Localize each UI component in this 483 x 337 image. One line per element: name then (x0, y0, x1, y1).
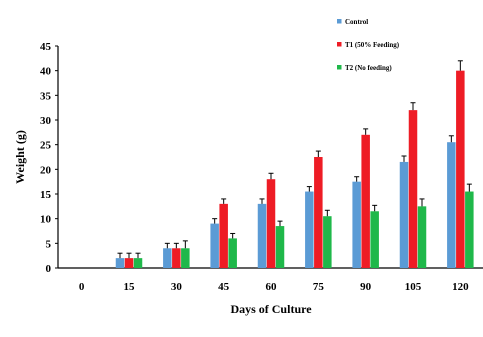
bar-t2-no-feeding-60 (275, 226, 285, 268)
bar-t1-50-feeding-75 (314, 157, 323, 268)
bar-control-90 (352, 181, 361, 268)
legend-swatch (337, 19, 342, 24)
bar-t2-no-feeding-30 (181, 248, 190, 268)
y-tick-label: 40 (40, 66, 52, 78)
legend-label: Control (345, 18, 368, 26)
y-axis-title: Weight (g) (13, 130, 27, 184)
bar-t1-50-feeding-90 (361, 134, 370, 268)
x-tick-label: 15 (124, 281, 136, 293)
x-tick-label: 60 (266, 281, 278, 293)
legend-swatch (337, 42, 342, 47)
legend-item: T1 (50% Feeding) (337, 41, 400, 49)
y-tick-label: 30 (40, 115, 52, 127)
bar-control-45 (210, 223, 219, 268)
y-tick-labels: 0 5 10 15 20 25 30 35 40 45 (40, 41, 52, 275)
legend-label: T1 (50% Feeding) (345, 41, 400, 49)
legend: Control T1 (50% Feeding) T2 (No feeding) (337, 18, 400, 72)
bar-control-30 (163, 248, 172, 268)
y-tick-label: 35 (40, 90, 52, 102)
bar-t2-no-feeding-120 (465, 191, 474, 268)
bars (115, 70, 474, 269)
y-tick-label: 5 (46, 238, 52, 250)
y-tick-label: 25 (40, 140, 52, 152)
bar-t2-no-feeding-45 (228, 238, 237, 268)
x-tick-label: 120 (452, 281, 469, 293)
x-tick-label: 30 (171, 281, 183, 293)
x-tick-label: 45 (218, 281, 230, 293)
y-tick-label: 0 (46, 263, 52, 275)
bar-t1-50-feeding-45 (219, 203, 228, 268)
x-tick-label: 105 (405, 281, 422, 293)
y-tick-label: 20 (40, 164, 52, 176)
bar-control-120 (447, 142, 456, 268)
bar-control-75 (305, 191, 314, 268)
x-tick-labels: 0 15 30 45 60 75 90 105 120 (79, 281, 469, 293)
bar-t2-no-feeding-90 (370, 211, 379, 268)
bar-t2-no-feeding-105 (417, 206, 427, 268)
bar-t1-50-feeding-30 (172, 248, 181, 268)
legend-swatch (337, 65, 342, 70)
y-tick-label: 15 (40, 189, 52, 201)
bar-t2-no-feeding-15 (133, 258, 143, 268)
legend-item: T2 (No feeding) (337, 64, 392, 72)
x-axis-title: Days of Culture (230, 302, 312, 316)
bar-t1-50-feeding-105 (408, 110, 418, 268)
bar-control-60 (257, 203, 267, 268)
legend-label: T2 (No feeding) (345, 64, 392, 72)
x-tick-label: 75 (313, 281, 325, 293)
bar-control-15 (115, 258, 125, 268)
bar-t1-50-feeding-120 (456, 70, 465, 269)
x-tick-label: 90 (360, 281, 372, 293)
bar-t1-50-feeding-15 (124, 258, 134, 268)
bar-control-105 (399, 161, 409, 268)
bar-t2-no-feeding-75 (323, 216, 332, 268)
error-bars (117, 60, 472, 259)
bar-t1-50-feeding-60 (266, 179, 276, 268)
y-tick-label: 10 (40, 214, 52, 226)
legend-item: Control (337, 18, 368, 26)
y-tick-label: 45 (40, 41, 52, 53)
x-tick-label: 0 (79, 281, 85, 293)
